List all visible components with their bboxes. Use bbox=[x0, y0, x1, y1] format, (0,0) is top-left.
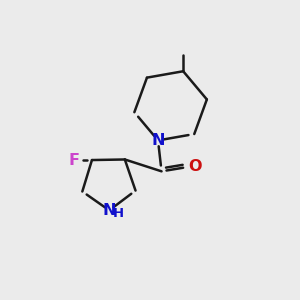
Text: F: F bbox=[69, 152, 80, 167]
Text: H: H bbox=[113, 207, 124, 220]
Text: N: N bbox=[151, 133, 165, 148]
Text: N: N bbox=[103, 203, 116, 218]
Text: O: O bbox=[188, 159, 201, 174]
